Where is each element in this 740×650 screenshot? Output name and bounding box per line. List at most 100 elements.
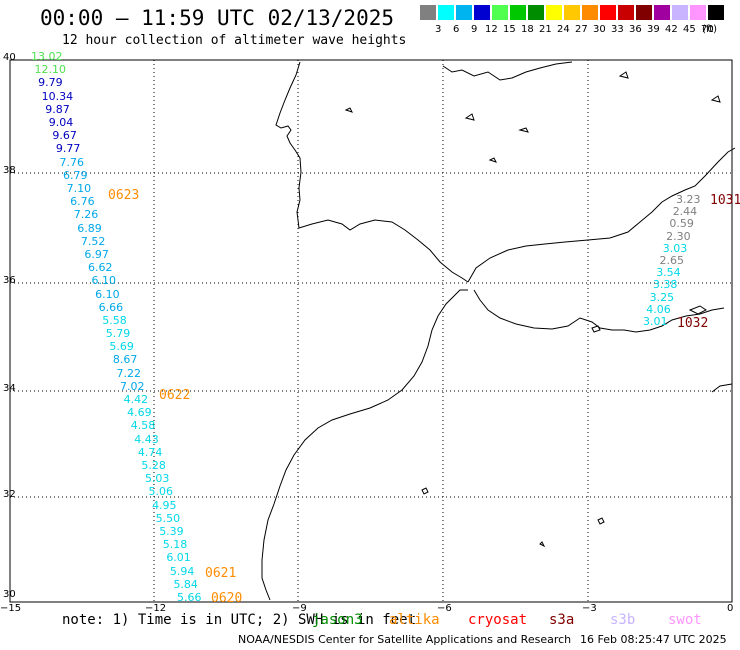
- wave-height-value: 2.65: [659, 254, 685, 267]
- longitude-label: −15: [0, 603, 22, 614]
- island-small-2: [597, 517, 605, 525]
- wave-height-value: 7.76: [59, 155, 84, 169]
- wave-height-value: 7.02: [120, 379, 145, 393]
- wave-height-value: 4.95: [152, 498, 177, 512]
- wave-height-value: 6.79: [63, 168, 88, 182]
- legend-swatch-label: 9: [471, 24, 478, 35]
- wave-height-value: 5.18: [162, 538, 188, 552]
- footer-timestamp: 16 Feb 08:25:47 UTC 2025: [580, 633, 727, 646]
- coastline-north-africa-mediterranean: [473, 289, 725, 333]
- legend-swatch: [546, 5, 562, 20]
- legend-swatch: [492, 5, 508, 20]
- footer-note: note: 1) Time is in UTC; 2) SWH is in fe…: [62, 612, 417, 628]
- legend-swatch-label: 30: [593, 24, 606, 35]
- wave-height-value: 5.06: [148, 485, 174, 499]
- legend-swatch: [708, 5, 724, 20]
- satellite-s3a: s3a: [549, 612, 575, 628]
- satellite-swot: swot: [668, 612, 702, 628]
- legend-swatch: [672, 5, 688, 20]
- footer-credit: NOAA/NESDIS Center for Satellite Applica…: [238, 633, 572, 646]
- wave-height-value: 3.38: [652, 278, 678, 292]
- wave-height-value: 7.10: [66, 181, 92, 195]
- legend-swatch: [618, 5, 634, 20]
- islet-2: [464, 113, 475, 121]
- wave-height-value: 13.02: [31, 50, 63, 63]
- legend-swatch: [654, 5, 670, 20]
- wave-height-value: 6.89: [77, 221, 102, 235]
- wave-height-value: 5.94: [169, 564, 195, 578]
- legend-swatch-label: 39: [647, 24, 660, 35]
- legend-swatch: [690, 5, 706, 20]
- legend-swatch: [564, 5, 580, 20]
- wave-height-value: 0.59: [669, 217, 694, 231]
- island-small-1: [421, 487, 429, 495]
- legend-swatch: [474, 5, 490, 20]
- coastline-east-africa: [711, 383, 733, 393]
- legend-swatch: [456, 5, 472, 20]
- pass-label: 0623: [108, 188, 140, 203]
- wave-height-value: 5.50: [155, 511, 181, 525]
- longitude-label: −9: [292, 603, 307, 614]
- wave-height-value: 4.69: [127, 406, 152, 420]
- wave-height-value: 9.77: [55, 142, 81, 156]
- island-small-3: [539, 541, 546, 548]
- legend-swatch-label: 12: [485, 24, 498, 35]
- satellite-cryosat: cryosat: [468, 612, 528, 628]
- legend-swatch-label: 27: [575, 24, 588, 35]
- latitude-label: 36: [3, 275, 16, 286]
- longitude-label: −3: [582, 603, 597, 614]
- legend-swatch-label: 15: [503, 24, 516, 35]
- legend-swatch-label: 33: [611, 24, 624, 35]
- latitude-label: 40: [3, 52, 16, 63]
- legend-swatch: [600, 5, 616, 20]
- satellite-s3b: s3b: [610, 612, 636, 628]
- legend-swatch-label: 42: [665, 24, 678, 35]
- graticule: [10, 60, 732, 602]
- wave-height-value: 5.39: [159, 525, 184, 539]
- coastline: [261, 61, 736, 601]
- latitude-label: 32: [3, 489, 16, 500]
- coastline-south-france: [442, 61, 573, 81]
- wave-height-value: 3.23: [676, 193, 701, 206]
- satellite-jason3: jason3: [312, 612, 363, 628]
- wave-height-value: 6.76: [70, 195, 95, 209]
- wave-height-value: 6.10: [95, 287, 120, 301]
- wave-height-value: 5.69: [109, 340, 134, 354]
- island-small-4: [591, 325, 601, 333]
- wave-height-value: 9.79: [38, 76, 63, 90]
- legend-swatch-label: 6: [453, 24, 460, 35]
- legend-swatch: [636, 5, 652, 20]
- wave-height-value: 6.62: [87, 261, 113, 275]
- longitude-label: −12: [145, 603, 167, 614]
- latitude-label: 34: [3, 383, 16, 394]
- legend-swatch: [438, 5, 454, 20]
- legend-swatch: [582, 5, 598, 20]
- legend-swatch: [528, 5, 544, 20]
- wave-height-value: 5.03: [144, 472, 170, 486]
- wave-height-value: 8.67: [112, 353, 138, 367]
- longitude-label: 0: [727, 603, 734, 614]
- longitude-label: −6: [437, 603, 452, 614]
- pass-label: 0621: [205, 566, 237, 581]
- pass-label: 1032: [677, 316, 709, 331]
- islet-5: [618, 71, 629, 79]
- pass-label: 1031: [710, 193, 740, 208]
- islet-6: [710, 95, 721, 103]
- wave-height-value: 4.58: [130, 419, 156, 433]
- pass-label: 0622: [159, 388, 191, 403]
- legend-swatch-label: 36: [629, 24, 642, 35]
- wave-height-value: 7.26: [73, 208, 99, 222]
- wave-height-value: 3.01: [643, 315, 668, 328]
- wave-height-value: 12.10: [34, 63, 67, 77]
- latitude-label: 30: [3, 589, 16, 600]
- wave-height-value: 7.22: [116, 366, 141, 380]
- legend-swatch-label: 45: [683, 24, 696, 35]
- wave-height-value: 9.87: [45, 102, 70, 116]
- legend-unit-label: (ft): [702, 24, 718, 35]
- island-balearic: [688, 305, 707, 315]
- islet-1: [344, 107, 353, 113]
- wave-height-value: 2.44: [672, 205, 698, 219]
- wave-height-value: 4.06: [646, 302, 671, 316]
- wave-height-legend: 3 6 9 12 15 18 21 24 27 30 33 36 39 42 45 70 (ft): [420, 4, 730, 38]
